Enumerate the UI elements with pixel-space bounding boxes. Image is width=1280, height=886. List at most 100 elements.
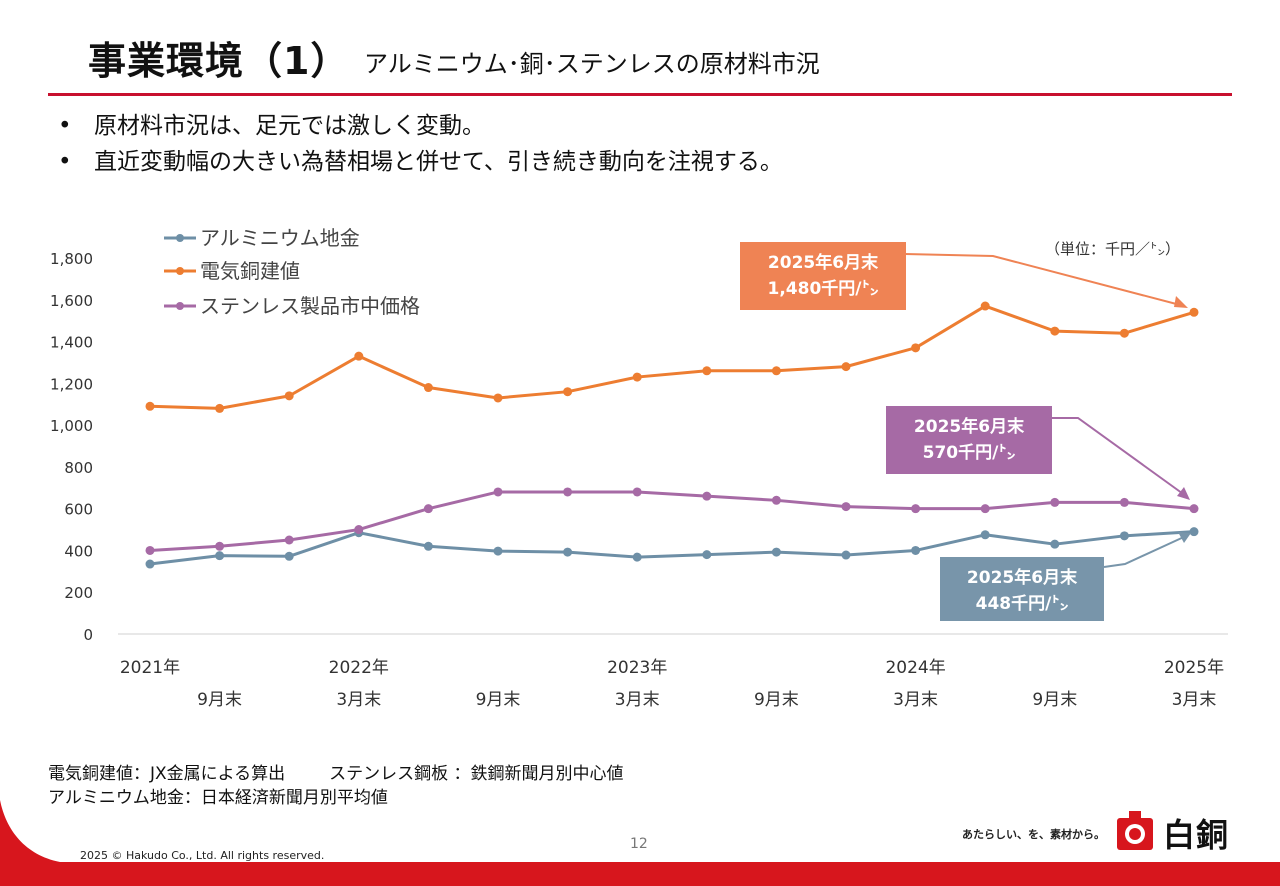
data-point-stainless xyxy=(563,487,573,497)
data-point-aluminum xyxy=(423,541,433,551)
data-point-aluminum xyxy=(980,530,990,540)
data-point-stainless xyxy=(632,487,642,497)
x-tick-label-year: 2024年 xyxy=(885,658,945,678)
data-point-aluminum xyxy=(702,550,712,560)
callout-box-aluminum xyxy=(940,557,1104,621)
callout-arrowhead-copper xyxy=(1174,296,1188,308)
page-number: 12 xyxy=(630,836,648,852)
bullet-marker: • xyxy=(58,149,72,175)
x-tick-label-month: 9月末 xyxy=(197,690,242,710)
series-line-copper xyxy=(149,304,1195,410)
y-tick-label: 400 xyxy=(64,542,93,560)
callout-connector-aluminum xyxy=(1103,535,1187,568)
data-point-copper xyxy=(632,372,642,382)
legend-label: ステンレス製品市中価格 xyxy=(200,294,420,318)
data-point-copper xyxy=(145,401,155,411)
data-point-copper xyxy=(423,383,433,393)
data-point-stainless xyxy=(493,487,503,497)
data-point-stainless xyxy=(354,525,364,535)
series-line-aluminum xyxy=(149,530,1195,566)
copyright-text: 2025 © Hakudo Co., Ltd. All rights reser… xyxy=(80,849,325,862)
y-tick-label: 1,600 xyxy=(50,292,93,310)
data-point-stainless xyxy=(911,504,921,514)
x-tick-label-month: 9月末 xyxy=(1032,690,1077,710)
y-tick-label: 1,000 xyxy=(50,417,93,435)
data-point-stainless xyxy=(1189,504,1199,514)
x-tick-label-month: 9月末 xyxy=(754,690,799,710)
x-tick-label-month: 9月末 xyxy=(476,690,521,710)
legend-label: 電気銅建値 xyxy=(200,259,300,283)
data-point-copper xyxy=(1119,328,1129,338)
x-tick-label-month: 3月末 xyxy=(336,690,381,710)
data-point-copper xyxy=(1189,307,1199,317)
callout-date-aluminum: 2025年6月末 xyxy=(967,567,1078,588)
data-point-stainless xyxy=(1119,497,1129,507)
callout-arrowhead-stainless xyxy=(1177,487,1190,500)
data-point-aluminum xyxy=(1119,531,1129,541)
callout-value-stainless: 570千円/㌧ xyxy=(923,443,1016,463)
data-point-stainless xyxy=(1050,497,1060,507)
data-point-copper xyxy=(1050,326,1060,336)
data-point-aluminum xyxy=(493,546,503,556)
data-point-copper xyxy=(284,391,294,401)
bullet-marker: • xyxy=(58,113,72,139)
source-notes: 電気銅建値：JX金属による算出 ステンレス鋼板 ：鉄鋼新聞月別中心値 アルミニウム… xyxy=(48,762,624,810)
x-tick-label-month: 3月末 xyxy=(615,690,660,710)
data-point-stainless xyxy=(215,541,225,551)
callout-box-copper xyxy=(740,242,906,310)
data-point-stainless xyxy=(980,504,990,514)
data-point-stainless xyxy=(771,495,781,505)
title-divider xyxy=(48,93,1232,96)
data-point-aluminum xyxy=(1050,539,1060,549)
data-point-aluminum xyxy=(911,545,921,555)
y-tick-label: 200 xyxy=(64,584,93,602)
series-line-stainless xyxy=(149,490,1195,552)
callout-value-aluminum: 448千円/㌧ xyxy=(976,594,1069,614)
callout-box-stainless xyxy=(886,406,1052,474)
y-tick-label: 800 xyxy=(64,459,93,477)
callout-arrowhead-aluminum xyxy=(1178,532,1191,543)
data-point-copper xyxy=(354,351,364,361)
callout-date-copper: 2025年6月末 xyxy=(768,252,879,273)
data-point-aluminum xyxy=(284,551,294,561)
callout-connector-stainless xyxy=(1052,417,1187,497)
data-point-copper xyxy=(841,362,851,372)
data-point-aluminum xyxy=(215,551,225,561)
callout-connector-copper xyxy=(904,253,1185,307)
y-tick-label: 1,800 xyxy=(50,250,93,268)
company-slogan: あたらしい、を、素材から。 xyxy=(962,828,1105,841)
page-title: 事業環境（1） xyxy=(88,39,350,83)
footer-corner-curve xyxy=(0,800,60,870)
data-point-copper xyxy=(702,366,712,376)
page-subtitle: アルミニウム･銅･ステンレスの原材料市況 xyxy=(364,50,820,78)
data-point-copper xyxy=(493,393,503,403)
data-point-stainless xyxy=(423,504,433,514)
legend-marker xyxy=(176,234,184,242)
data-point-stainless xyxy=(284,535,294,545)
data-point-copper xyxy=(911,343,921,353)
x-tick-label-month: 3月末 xyxy=(1172,690,1217,710)
legend-marker xyxy=(176,267,184,275)
y-tick-label: 1,400 xyxy=(50,334,93,352)
data-point-stainless xyxy=(145,545,155,555)
callout-date-stainless: 2025年6月末 xyxy=(914,416,1025,437)
data-point-aluminum xyxy=(145,559,155,569)
price-line-chart: 0 200 400 600 800 1,000 1,200 1,400 1,600 1,800 20… xyxy=(50,226,1228,710)
unit-label: （単位：千円／㌧） xyxy=(1045,240,1180,258)
data-point-stainless xyxy=(702,491,712,501)
bullet-text: 原材料市況は、足元では激しく変動。 xyxy=(94,113,485,139)
data-point-stainless xyxy=(841,502,851,512)
legend-label: アルミニウム地金 xyxy=(200,226,360,250)
data-point-aluminum xyxy=(632,552,642,562)
company-logo-text: 白銅 xyxy=(1163,816,1230,854)
y-tick-label: 600 xyxy=(64,501,93,519)
x-tick-label-year: 2023年 xyxy=(607,658,667,678)
x-tick-label-year: 2022年 xyxy=(329,658,389,678)
data-point-aluminum xyxy=(563,547,573,557)
data-point-aluminum xyxy=(841,550,851,560)
bullet-list: • 原材料市況は、足元では激しく変動。 • 直近変動幅の大きい為替相場と併せて、引き… xyxy=(58,108,783,180)
legend-marker xyxy=(176,302,184,310)
data-point-copper xyxy=(980,301,990,311)
callout-value-copper: 1,480千円/㌧ xyxy=(768,279,879,299)
data-point-copper xyxy=(771,366,781,376)
